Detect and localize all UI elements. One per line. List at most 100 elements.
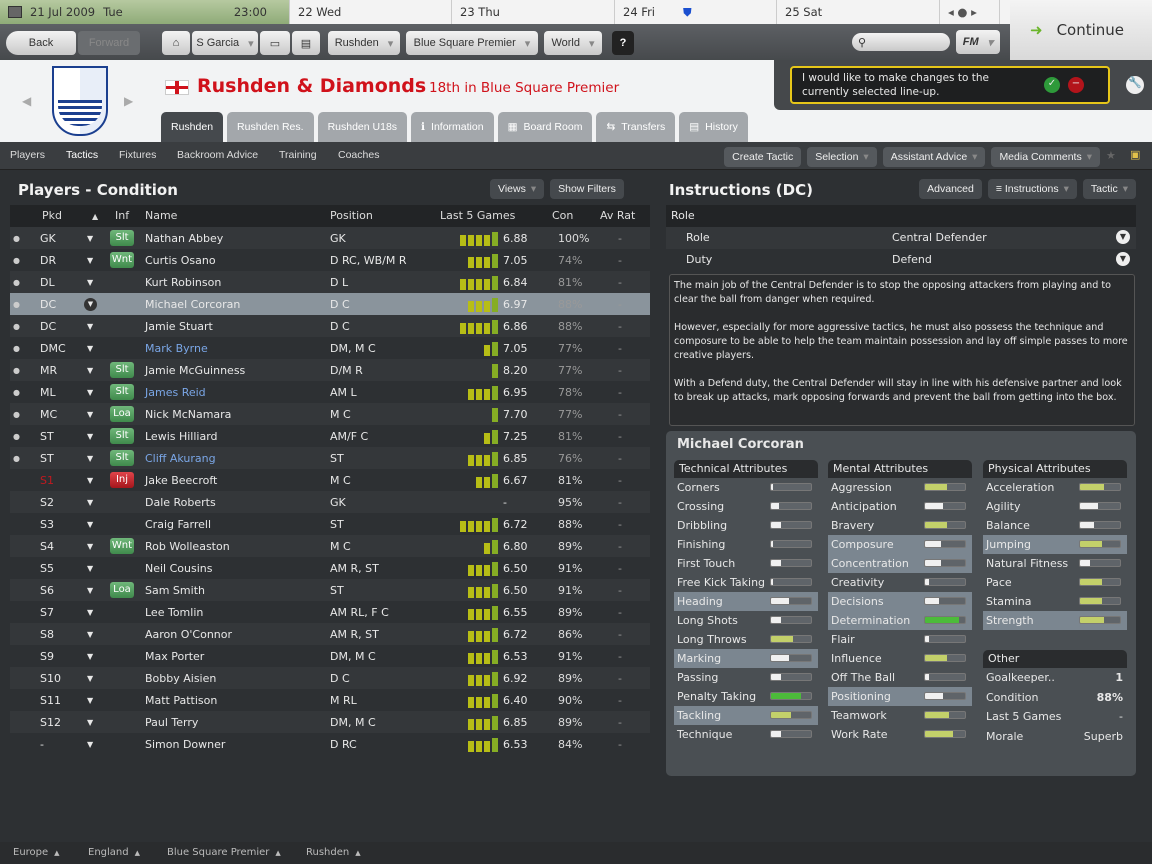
table-row[interactable]: S2 ▼ Dale Roberts GK - 95% - — [10, 491, 650, 513]
player-name[interactable]: Sam Smith — [145, 583, 205, 597]
col-con[interactable]: Con — [552, 209, 574, 222]
attribute-acceleration[interactable]: Acceleration — [983, 478, 1127, 497]
tab-board-room[interactable]: ▦ Board Room — [497, 112, 593, 142]
attribute-corners[interactable]: Corners — [674, 478, 818, 497]
media-comments-menu[interactable]: Media Comments — [991, 147, 1100, 167]
drag-handle-icon[interactable]: ● — [13, 453, 20, 463]
day-22[interactable]: 22 Wed — [290, 0, 452, 24]
player-name[interactable]: Michael Corcoran — [145, 297, 241, 311]
attribute-teamwork[interactable]: Teamwork — [828, 706, 972, 725]
role-dropdown-icon[interactable]: ▼ — [1116, 230, 1130, 244]
attribute-determination[interactable]: Determination — [828, 611, 972, 630]
instructions-menu[interactable]: ≡ Instructions — [987, 179, 1077, 199]
pkd-dropdown-icon[interactable]: ▼ — [87, 387, 94, 397]
pkd-dropdown-icon[interactable]: ▼ — [87, 233, 94, 243]
pkd-dropdown-icon[interactable]: ▼ — [87, 453, 94, 463]
drag-handle-icon[interactable]: ● — [13, 299, 20, 309]
table-row[interactable]: S10 ▼ Bobby Aisien D C 6.92 89% - — [10, 667, 650, 689]
player-name[interactable]: Paul Terry — [145, 715, 199, 729]
attribute-crossing[interactable]: Crossing — [674, 497, 818, 516]
back-button[interactable]: Back — [6, 31, 76, 55]
tab-rushden-res-[interactable]: Rushden Res. — [227, 112, 314, 142]
player-name[interactable]: Nathan Abbey — [145, 231, 224, 245]
pkd-dropdown-icon[interactable]: ▼ — [87, 629, 94, 639]
player-name[interactable]: James Reid — [145, 385, 206, 399]
selection-menu[interactable]: Selection — [807, 147, 877, 167]
attribute-stamina[interactable]: Stamina — [983, 592, 1127, 611]
table-row[interactable]: ● DR ▼ Wnt Curtis Osano D RC, WB/M R 7.05 74% - — [10, 249, 650, 271]
subnav-tactics[interactable]: Tactics — [66, 149, 99, 161]
calendar-scroll[interactable]: ◂ ● ▸ — [940, 0, 1000, 24]
tab-transfers[interactable]: ⇆ Transfers — [596, 112, 676, 142]
table-row[interactable]: ● GK ▼ Slt Nathan Abbey GK 6.88 100% - — [10, 227, 650, 249]
attribute-natural-fitness[interactable]: Natural Fitness — [983, 554, 1127, 573]
forward-button[interactable]: Forward — [78, 31, 140, 55]
table-row[interactable]: S7 ▼ Lee Tomlin AM RL, F C 6.55 89% - — [10, 601, 650, 623]
table-row[interactable]: ● ST ▼ Slt Lewis Hilliard AM/F C 7.25 81% - — [10, 425, 650, 447]
attribute-aggression[interactable]: Aggression — [828, 478, 972, 497]
attribute-passing[interactable]: Passing — [674, 668, 818, 687]
drag-handle-icon[interactable]: ● — [13, 233, 20, 243]
player-name[interactable]: Nick McNamara — [145, 407, 232, 421]
table-row[interactable]: S11 ▼ Matt Pattison M RL 6.40 90% - — [10, 689, 650, 711]
col-name[interactable]: Name — [145, 209, 178, 222]
tab-information[interactable]: ℹ Information — [411, 112, 494, 142]
attribute-balance[interactable]: Balance — [983, 516, 1127, 535]
search-input[interactable]: ⚲ — [852, 33, 950, 51]
attribute-work-rate[interactable]: Work Rate — [828, 725, 972, 744]
player-name[interactable]: Matt Pattison — [145, 693, 218, 707]
accept-icon[interactable]: ✓ — [1044, 77, 1060, 93]
player-name[interactable]: Jake Beecroft — [145, 473, 218, 487]
wrench-icon[interactable]: 🔧 — [1126, 76, 1144, 94]
help-button[interactable]: ? — [612, 31, 634, 55]
pkd-dropdown-icon[interactable]: ▼ — [87, 277, 94, 287]
role-row[interactable]: Role Central Defender ▼ — [666, 227, 1136, 249]
attribute-creativity[interactable]: Creativity — [828, 573, 972, 592]
attribute-decisions[interactable]: Decisions — [828, 592, 972, 611]
attribute-penalty-taking[interactable]: Penalty Taking — [674, 687, 818, 706]
day-24[interactable]: 24 Fri ⛊ — [615, 0, 777, 24]
player-name[interactable]: Max Porter — [145, 649, 205, 663]
attribute-free-kick-taking[interactable]: Free Kick Taking — [674, 573, 818, 592]
player-name[interactable]: Bobby Aisien — [145, 671, 217, 685]
col-last-5-games[interactable]: Last 5 Games — [440, 209, 516, 222]
table-row[interactable]: S4 ▼ Wnt Rob Wolleaston M C 6.80 89% - — [10, 535, 650, 557]
pkd-dropdown-icon[interactable]: ▼ — [87, 497, 94, 507]
col-pkd[interactable]: Pkd — [42, 209, 62, 222]
player-name[interactable]: Jamie McGuinness — [145, 363, 246, 377]
attribute-first-touch[interactable]: First Touch — [674, 554, 818, 573]
tactic-menu[interactable]: Tactic — [1082, 179, 1136, 199]
attribute-flair[interactable]: Flair — [828, 630, 972, 649]
table-row[interactable]: ● MC ▼ Loa Nick McNamara M C 7.70 77% - — [10, 403, 650, 425]
player-name[interactable]: Lewis Hilliard — [145, 429, 218, 443]
pkd-dropdown-icon[interactable]: ▼ — [87, 519, 94, 529]
table-row[interactable]: ● MR ▼ Slt Jamie McGuinness D/M R 8.20 77% - — [10, 359, 650, 381]
attribute-marking[interactable]: Marking — [674, 649, 818, 668]
fm-menu[interactable]: FM — [956, 30, 1000, 54]
attr-player-name[interactable]: Michael Corcoran — [677, 437, 804, 452]
table-row[interactable]: S3 ▼ Craig Farrell ST 6.72 88% - — [10, 513, 650, 535]
player-name[interactable]: Kurt Robinson — [145, 275, 222, 289]
attribute-technique[interactable]: Technique — [674, 725, 818, 744]
pkd-dropdown-icon[interactable]: ▼ — [87, 695, 94, 705]
player-name[interactable]: Curtis Osano — [145, 253, 216, 267]
attribute-long-shots[interactable]: Long Shots — [674, 611, 818, 630]
duty-dropdown-icon[interactable]: ▼ — [1116, 252, 1130, 266]
pkd-dropdown-icon[interactable]: ▼ — [87, 607, 94, 617]
league-menu[interactable]: Blue Square Premier — [406, 31, 538, 55]
player-name[interactable]: Cliff Akurang — [145, 451, 216, 465]
attribute-agility[interactable]: Agility — [983, 497, 1127, 516]
attribute-pace[interactable]: Pace — [983, 573, 1127, 592]
drag-handle-icon[interactable]: ● — [13, 431, 20, 441]
attribute-jumping[interactable]: Jumping — [983, 535, 1127, 554]
player-name[interactable]: Craig Farrell — [145, 517, 212, 531]
attribute-composure[interactable]: Composure — [828, 535, 972, 554]
table-row[interactable]: ● DC ▼ Jamie Stuart D C 6.86 88% - — [10, 315, 650, 337]
table-row[interactable]: S8 ▼ Aaron O'Connor AM R, ST 6.72 86% - — [10, 623, 650, 645]
pkd-dropdown-icon[interactable]: ▼ — [87, 431, 94, 441]
pkd-dropdown-icon[interactable]: ▼ — [87, 563, 94, 573]
attribute-anticipation[interactable]: Anticipation — [828, 497, 972, 516]
pkd-dropdown-icon[interactable]: ▼ — [87, 343, 94, 353]
attribute-strength[interactable]: Strength — [983, 611, 1127, 630]
add-note-icon[interactable]: ▣ — [1130, 148, 1141, 161]
